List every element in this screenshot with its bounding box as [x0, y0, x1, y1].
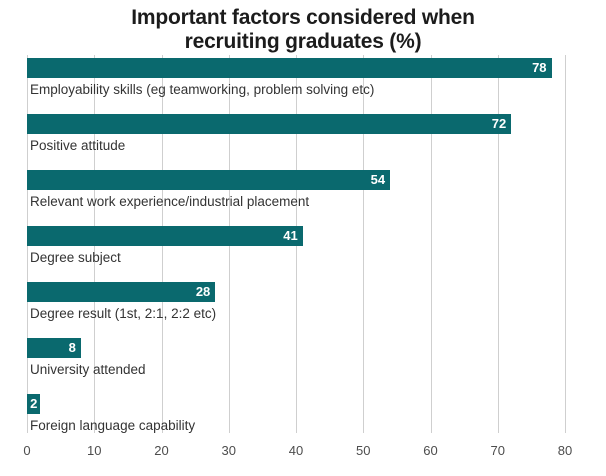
bar-value-label: 41 — [283, 228, 298, 243]
category-label: Foreign language capability — [30, 418, 196, 433]
bar-value-label: 28 — [195, 284, 211, 299]
category-label: Degree result (1st, 2:1, 2:2 etc) — [30, 306, 217, 321]
bar: 72 — [27, 114, 512, 134]
category-label: University attended — [30, 362, 146, 377]
x-tick-label: 0 — [23, 443, 31, 458]
bar-value-label: 78 — [532, 60, 547, 75]
bar-value-label: 2 — [30, 396, 38, 411]
x-axis: 0 10 20 30 40 50 60 70 80 — [0, 443, 606, 463]
gridline — [430, 55, 432, 433]
plot-area: 78 Employability skills (eg teamworking, … — [0, 55, 606, 435]
category-label: Positive attitude — [30, 138, 126, 153]
x-tick-label: 70 — [490, 443, 505, 458]
bar-value-label: 72 — [491, 116, 507, 131]
bar: 41 — [27, 226, 303, 246]
x-tick-label: 10 — [87, 443, 102, 458]
bar: 2 — [27, 394, 41, 414]
bar: 54 — [27, 170, 391, 190]
chart-title-line-2: recruiting graduates (%) — [184, 30, 422, 54]
category-label: Employability skills (eg teamworking, pr… — [30, 82, 375, 97]
bar: 8 — [27, 338, 81, 358]
gridline — [497, 55, 499, 433]
x-tick-label: 80 — [557, 443, 573, 458]
chart-title: Important factors considered when recrui… — [0, 6, 606, 54]
category-label: Relevant work experience/industrial plac… — [30, 194, 310, 209]
gridline — [565, 55, 566, 433]
x-tick-label: 50 — [356, 443, 371, 458]
x-tick-label: 40 — [288, 443, 304, 458]
x-tick-label: 60 — [423, 443, 438, 458]
bar-value-label: 8 — [68, 340, 76, 355]
category-label: Degree subject — [30, 250, 121, 265]
chart-title-line-1: Important factors considered when — [131, 6, 475, 29]
gridline — [363, 55, 365, 433]
x-tick-label: 20 — [154, 443, 169, 458]
bar-value-label: 54 — [370, 172, 386, 187]
bar: 78 — [27, 58, 552, 78]
x-tick-label: 30 — [221, 443, 236, 458]
bar: 28 — [27, 282, 216, 302]
